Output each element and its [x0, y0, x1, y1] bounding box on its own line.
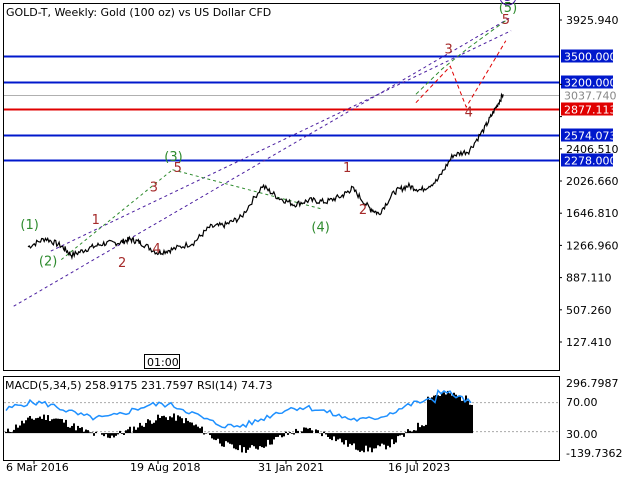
wave-label: (4)	[311, 221, 329, 236]
wave-5-circle	[500, 0, 516, 6]
rsi-line	[5, 388, 472, 429]
wave-label: 3	[150, 181, 158, 196]
timer-text: 01:00	[147, 356, 179, 369]
level-tag-label: 3200.000	[564, 77, 617, 90]
wave-label: 4	[152, 242, 160, 257]
price-tick-label: 3925.940	[566, 14, 619, 27]
wave-label: 5	[502, 13, 510, 28]
chart-title: GOLD-T, Weekly: Gold (100 oz) vs US Doll…	[6, 6, 271, 19]
indicator-title: MACD(5,34,5) 258.9175 231.7597 RSI(14) 7…	[5, 379, 272, 392]
wave-label: (3)	[164, 150, 182, 165]
indicator-tick-label: 296.7987	[566, 377, 619, 390]
trendlines-layer	[13, 16, 512, 307]
wave-label: 2	[359, 203, 367, 218]
level-tag	[561, 49, 613, 63]
time-tick-label: 6 Mar 2016	[6, 461, 69, 474]
main-chart-frame	[3, 3, 560, 371]
level-tag-label: 3037.740	[564, 90, 617, 103]
wave-label: 1	[92, 213, 100, 228]
level-tag	[561, 128, 613, 142]
trendline	[172, 169, 321, 210]
level-tag	[561, 102, 613, 116]
price-tick-label: 2406.510	[566, 143, 619, 156]
wave-label: 1	[343, 161, 351, 176]
indicator-tick-label: -139.7362	[566, 447, 622, 460]
indicator-tick-label: 30.00	[566, 428, 598, 441]
price-tick-label: 887.110	[566, 272, 612, 285]
wave-label: (1)	[20, 218, 38, 233]
wave-label: 3	[445, 43, 453, 58]
wave-label: 4	[465, 105, 473, 120]
time-tick-label: 16 Jul 2023	[388, 461, 450, 474]
wave-projection	[415, 20, 507, 95]
time-tick-label: 31 Jan 2021	[258, 461, 324, 474]
time-tick-label: 19 Aug 2018	[130, 461, 200, 474]
timer-box: 01:00	[144, 354, 180, 369]
level-tag-label: 2877.113	[564, 104, 617, 117]
level-tag-label: 2574.073	[564, 130, 617, 143]
indicator-layer: 296.7987 70.00 30.00 -139.7362	[4, 377, 622, 460]
level-tag	[561, 75, 613, 89]
wave-projection	[415, 40, 507, 109]
price-tick-label: 127.410	[566, 336, 612, 349]
level-tag-label: 2278.000	[564, 155, 617, 168]
wave-label: 5	[174, 161, 182, 176]
price-layer	[27, 92, 504, 261]
price-tick-label: 1646.810	[566, 207, 619, 220]
wave-label: 5	[504, 0, 512, 5]
level-tag	[561, 88, 613, 102]
price-series	[27, 92, 504, 261]
price-tick-label: 507.260	[566, 304, 612, 317]
price-axis: 3925.940 2406.510 2026.660 1646.810 1266.960…	[559, 14, 619, 349]
trendline	[50, 30, 512, 252]
wave-label: 2	[118, 256, 126, 271]
level-tag	[561, 153, 613, 167]
indicator-tick-label: 70.00	[566, 396, 598, 409]
price-tick-label: 2026.660	[566, 175, 619, 188]
wave-label: (5)	[499, 1, 517, 16]
wave-label: (2)	[39, 254, 57, 269]
price-tick-label: 1266.960	[566, 239, 619, 252]
time-axis: 6 Mar 2016 19 Aug 2018 31 Jan 2021 16 Jul 2…	[6, 461, 450, 474]
level-tag-label: 3500.000	[564, 51, 617, 64]
